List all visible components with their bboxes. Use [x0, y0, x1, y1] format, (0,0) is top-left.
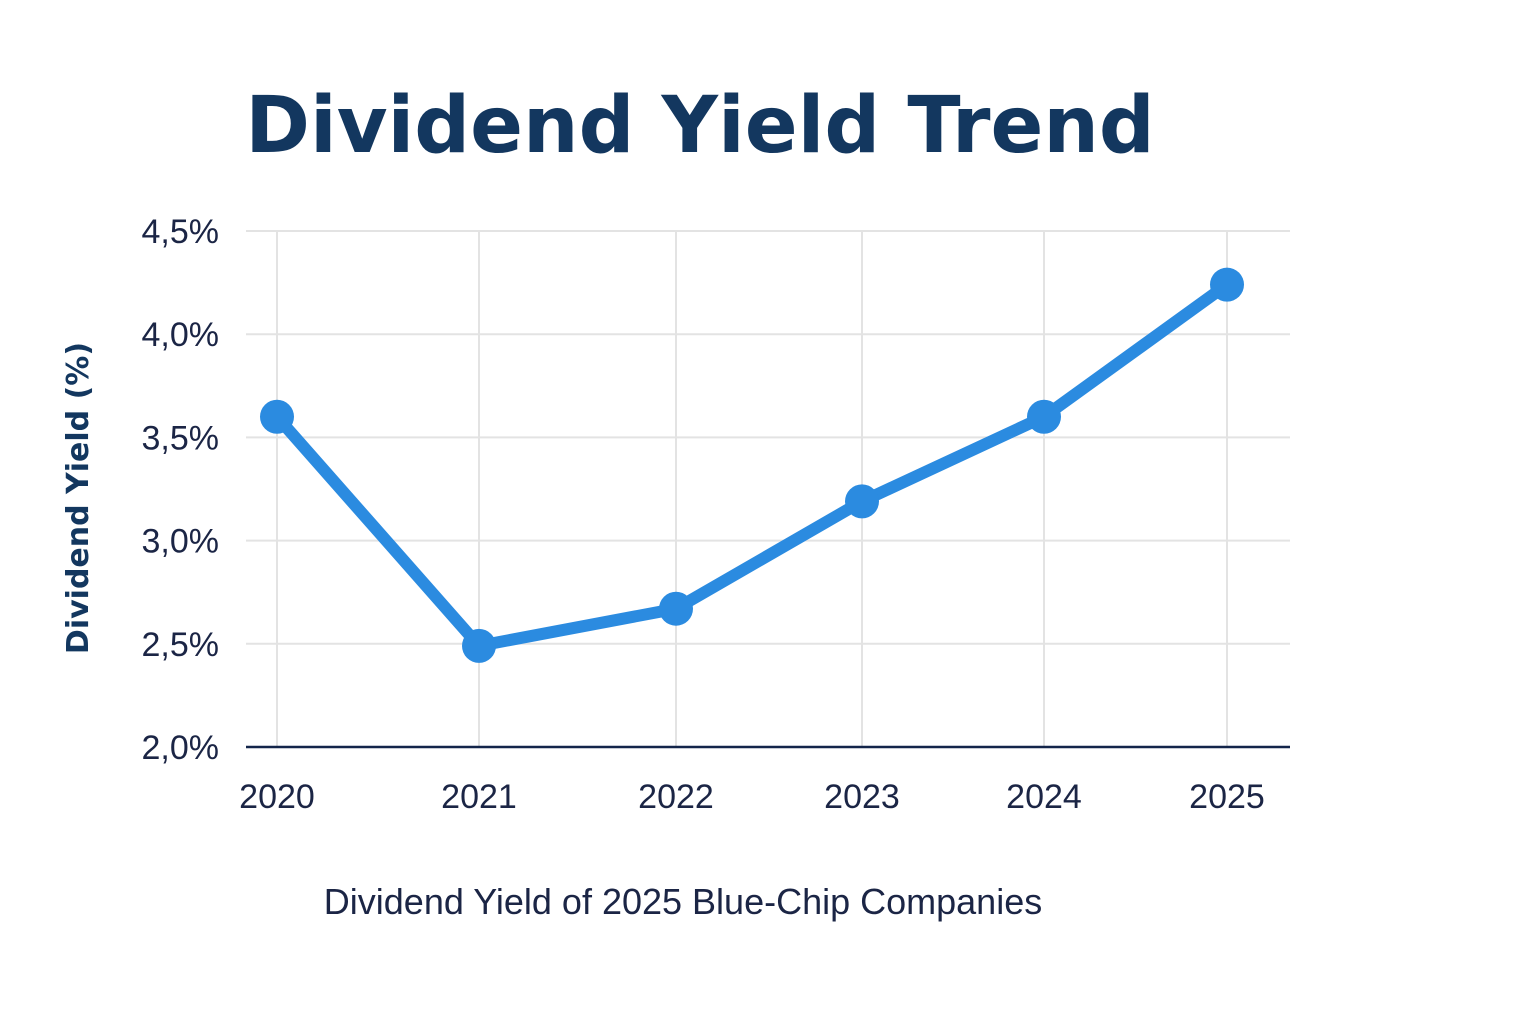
- data-point-2024[interactable]: [1027, 399, 1061, 434]
- data-point-2022[interactable]: [659, 591, 693, 626]
- y-tick-label: 3,0%: [142, 523, 220, 561]
- x-tick-label: 2020: [239, 778, 315, 816]
- data-point-2025[interactable]: [1210, 267, 1244, 302]
- chart-title: Dividend Yield Trend: [245, 81, 1155, 171]
- data-point-2020[interactable]: [260, 399, 294, 434]
- x-tick-label: 2025: [1189, 778, 1265, 816]
- y-axis-title: Dividend Yield (%): [61, 342, 96, 654]
- grid-lines: [246, 230, 1290, 747]
- series-line: [271, 278, 1233, 652]
- x-tick-label: 2021: [441, 778, 517, 816]
- y-tick-label: 4,5%: [142, 213, 220, 251]
- y-tick-labels: 4,5% 4,0% 3,5% 3,0% 2,5% 2,0%: [142, 213, 220, 767]
- x-tick-label: 2022: [638, 778, 714, 816]
- x-axis-title: Dividend Yield of 2025 Blue-Chip Compani…: [324, 881, 1042, 922]
- data-point-2021[interactable]: [462, 628, 496, 663]
- y-tick-label: 4,0%: [142, 316, 220, 354]
- y-tick-label: 2,5%: [142, 626, 220, 664]
- data-point-2023[interactable]: [845, 484, 879, 519]
- y-tick-label: 2,0%: [142, 729, 220, 767]
- x-tick-label: 2023: [824, 778, 900, 816]
- x-tick-label: 2024: [1006, 778, 1082, 816]
- series-layer: [260, 267, 1244, 663]
- y-tick-label: 3,5%: [142, 419, 220, 457]
- x-tick-labels: 2020 2021 2022 2023 2024 2025: [239, 778, 1265, 816]
